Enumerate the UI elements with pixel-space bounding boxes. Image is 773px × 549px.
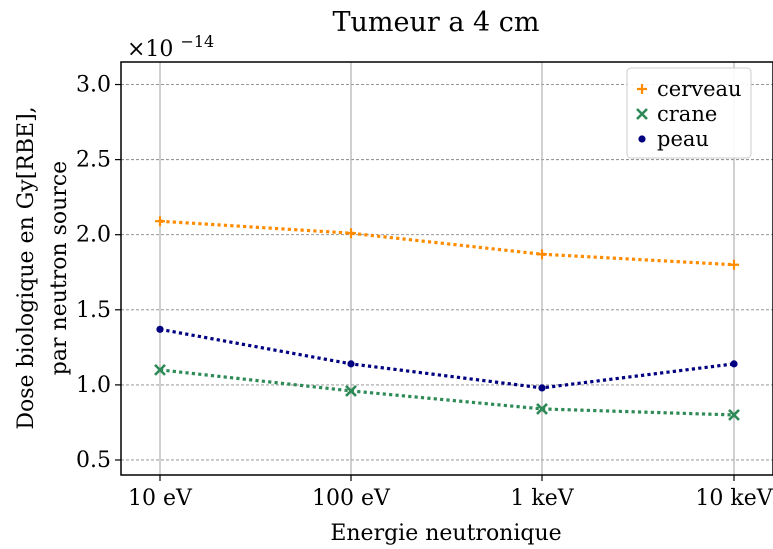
series-line-cerveau	[159, 219, 735, 267]
legend-label-peau: peau	[657, 127, 709, 151]
series-crane	[154, 363, 740, 421]
plot-frame	[120, 61, 773, 476]
x-tick-label: 10 keV	[695, 486, 773, 511]
legend-marker-cerveau	[637, 84, 647, 94]
y-tick-label: 0.5	[76, 448, 111, 473]
y-tick-label: 2.0	[76, 223, 111, 248]
y-multiplier: ×10 −14	[127, 32, 214, 62]
legend-marker-crane	[636, 108, 648, 120]
data-point-cerveau	[346, 228, 356, 239]
data-point-peau	[538, 384, 546, 392]
data-point-peau	[156, 325, 164, 333]
y-axis-label: Dose biologique en Gy[RBE], par neutron …	[14, 106, 72, 429]
data-point-crane	[536, 403, 548, 415]
legend-label-crane: crane	[657, 102, 717, 126]
y-axis-label-line-1: Dose biologique en Gy[RBE],	[14, 106, 39, 429]
y-tick-label: 2.5	[76, 148, 111, 173]
data-point-crane	[728, 409, 740, 421]
data-point-crane	[345, 384, 357, 397]
y-multiplier-base: ×10	[127, 37, 173, 62]
legend-label-cerveau: cerveau	[657, 77, 742, 101]
x-tick-label: 100 eV	[312, 486, 391, 511]
series-line-crane	[159, 368, 735, 417]
data-point-peau	[347, 360, 355, 368]
series-line-peau	[159, 327, 735, 390]
data-point-cerveau	[537, 249, 547, 260]
data-point-crane	[154, 363, 166, 376]
x-tick-label: 1 keV	[510, 486, 574, 511]
chart-title: Tumeur a 4 cm	[332, 7, 539, 38]
series-peau	[156, 325, 738, 392]
data-point-peau	[730, 360, 738, 368]
y-tick-label: 1.0	[76, 373, 111, 398]
series-cerveau	[155, 216, 739, 270]
legend-marker-peau	[638, 135, 646, 143]
x-tick-label: 10 eV	[128, 486, 193, 511]
ticks-layer: 0.5 1.0 1.5 2.0 2.5 3.0 10 eV 100 eV 1 keV 10 keV	[76, 73, 773, 511]
series-layer	[154, 216, 740, 421]
data-point-cerveau	[729, 259, 739, 270]
y-axis-label-line-2: par neutron source	[47, 161, 72, 375]
legend-box	[626, 67, 752, 159]
y-tick-label: 1.5	[76, 298, 111, 323]
y-tick-label: 3.0	[76, 73, 111, 98]
data-point-cerveau	[155, 216, 165, 227]
y-multiplier-exponent: −14	[180, 32, 214, 51]
x-axis-label: Energie neutronique	[330, 521, 561, 546]
